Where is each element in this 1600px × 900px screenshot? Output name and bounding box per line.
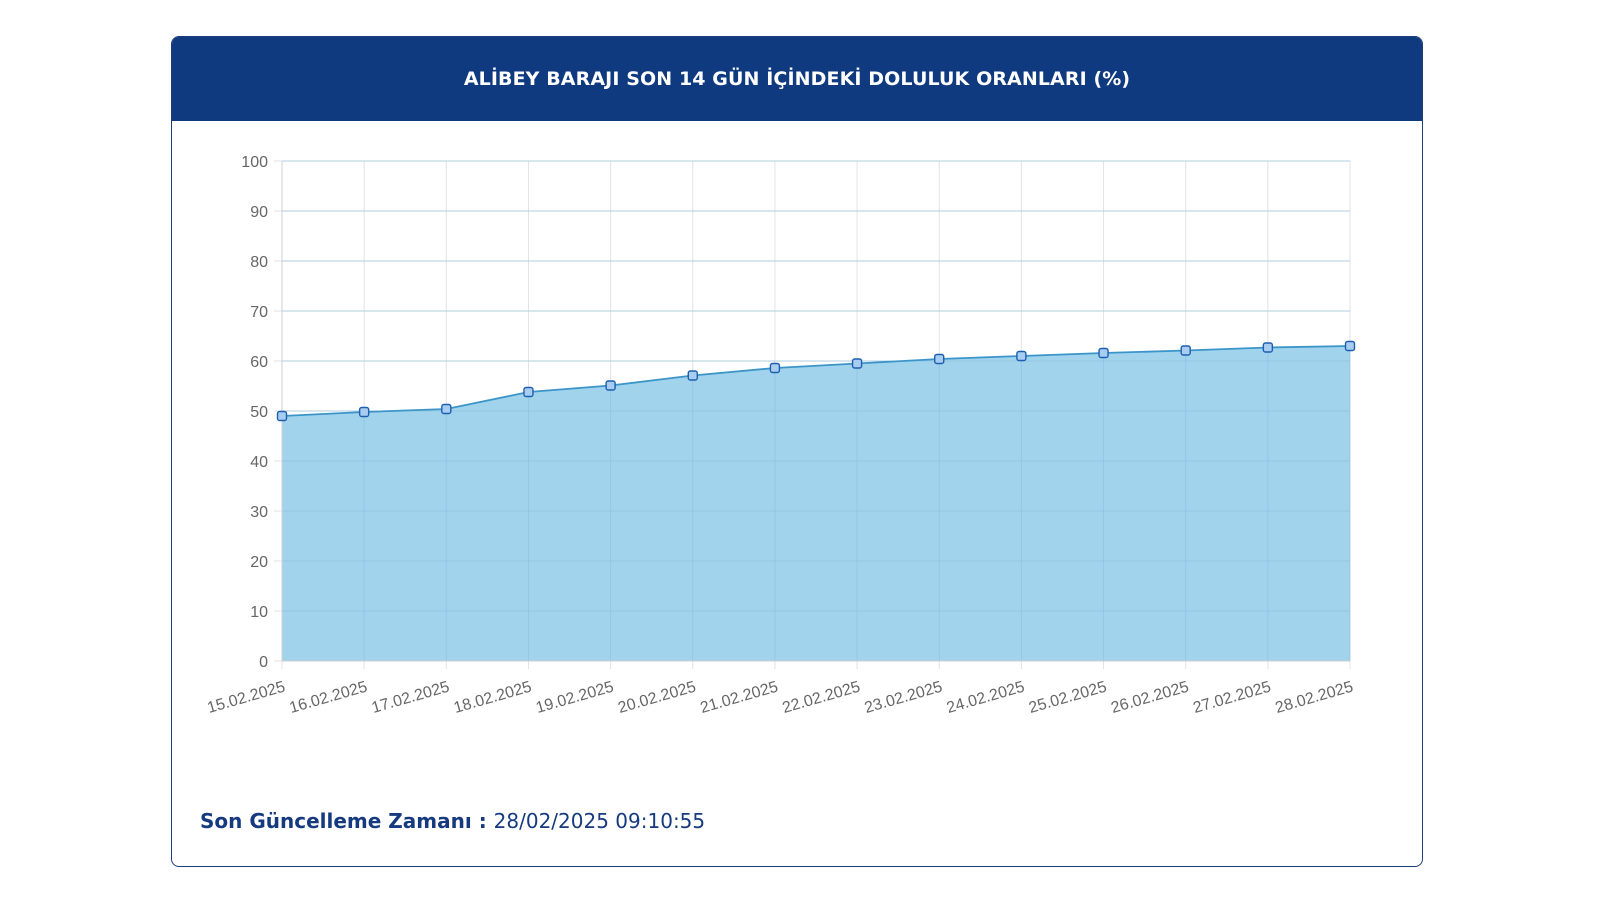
x-tick-label: 20.02.2025 [616, 678, 698, 716]
y-tick-label: 90 [250, 204, 268, 221]
data-point [1180, 345, 1191, 356]
y-tick-label: 40 [250, 454, 268, 471]
x-tick-label: 27.02.2025 [1191, 678, 1273, 716]
x-tick-label: 18.02.2025 [452, 678, 534, 716]
y-tick-label: 0 [259, 654, 268, 671]
x-tick-label: 19.02.2025 [534, 678, 616, 716]
last-update: Son Güncelleme Zamanı : 28/02/2025 09:10… [200, 809, 705, 833]
x-tick-label: 21.02.2025 [698, 678, 780, 716]
x-tick-label: 17.02.2025 [370, 678, 452, 716]
y-tick-label: 20 [250, 554, 268, 571]
last-update-separator: : [471, 809, 494, 833]
chart-area: 0 10 20 30 40 50 60 70 80 90 100 15.02.2025 16.02.20… [172, 121, 1422, 801]
x-tick-label: 28.02.2025 [1273, 678, 1355, 716]
last-update-label: Son Güncelleme Zamanı [200, 809, 472, 833]
y-tick-label: 30 [250, 504, 268, 521]
chart-title: ALİBEY BARAJI SON 14 GÜN İÇİNDEKİ DOLULU… [463, 68, 1131, 90]
area-fill [282, 346, 1350, 661]
data-point [523, 386, 534, 398]
x-tick-label: 25.02.2025 [1027, 678, 1109, 716]
data-point [934, 353, 945, 365]
series-line [281, 345, 1351, 417]
x-tick-label: 23.02.2025 [863, 678, 945, 716]
data-point [1344, 340, 1356, 352]
chart-card: ALİBEY BARAJI SON 14 GÜN İÇİNDEKİ DOLULU… [171, 36, 1423, 867]
y-tick-label: 50 [250, 404, 268, 421]
card-header: ALİBEY BARAJI SON 14 GÜN İÇİNDEKİ DOLULU… [172, 37, 1422, 121]
y-tick-label: 10 [250, 604, 268, 621]
data-point [851, 358, 863, 369]
data-point [1262, 342, 1274, 353]
data-point [687, 370, 698, 381]
data-point [1098, 347, 1109, 359]
data-point [276, 410, 288, 422]
dam-fill-chart: 0 10 20 30 40 50 60 70 80 90 100 15.02.2025 16.02.20… [205, 154, 1356, 717]
x-tick-label: 15.02.2025 [205, 678, 287, 716]
data-point [358, 406, 370, 418]
x-tick-label: 24.02.2025 [945, 678, 1027, 716]
data-point [1016, 350, 1027, 362]
y-tick-label: 80 [250, 254, 268, 271]
y-tick-label: 100 [241, 154, 268, 171]
x-tick-label: 22.02.2025 [781, 678, 863, 716]
data-point [441, 403, 452, 415]
y-tick-label: 60 [250, 354, 268, 371]
last-update-value: 28/02/2025 09:10:55 [493, 809, 706, 833]
y-tick-label: 70 [250, 304, 268, 321]
x-tick-label: 16.02.2025 [288, 678, 370, 716]
data-point [605, 380, 616, 391]
data-point [769, 362, 781, 374]
x-tick-label: 26.02.2025 [1109, 678, 1191, 716]
